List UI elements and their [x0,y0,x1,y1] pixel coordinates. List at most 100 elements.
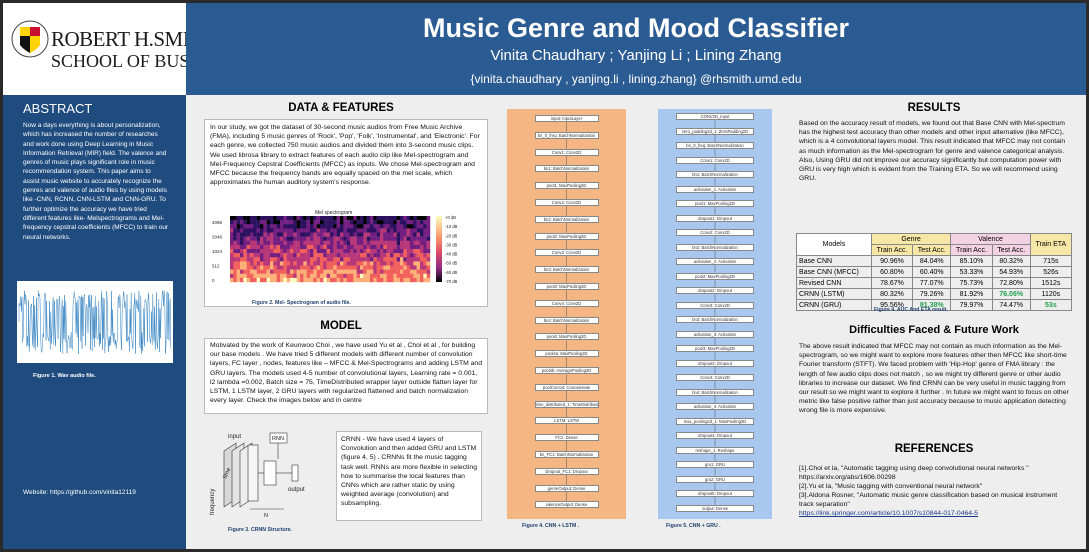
spectrogram-cell [236,261,241,266]
spectrogram-cell [250,253,254,258]
sub-valence-train: Train Acc. [950,244,993,256]
flowchart-node: bn1: BatchNormalization [534,165,599,173]
flowchart-node: CONV2D_input [676,113,754,120]
spectrogram-cell [303,249,307,254]
poster-header: Music Genre and Mood Classifier Vinita C… [186,3,1086,95]
spectrogram-cell [253,249,257,254]
spectrogram-cell [340,273,344,279]
spectrogram-cell [330,224,334,229]
spectrogram-cell [310,232,314,237]
spectrogram-cell [423,249,427,254]
flowchart-node: activation_2: Activation [676,258,754,265]
spectrogram-cell [416,236,421,241]
spectrogram-cell [383,232,387,237]
spectrogram-cell [293,273,297,279]
spectrogram-cell [243,253,247,258]
spectrogram-cell [356,249,361,254]
reference-link[interactable]: https://link.springer.com/article/10.100… [799,510,979,517]
spectrogram-cell [346,224,351,229]
spectrogram-cell [426,244,431,250]
spectrogram-cell [340,269,344,274]
figure4-caption: Figure 4. CNN + LSTM . [522,523,580,529]
spectrogram-cell [250,216,254,221]
spectrogram-cell [323,240,327,246]
spectrogram-cell [333,273,337,279]
spectrogram-cell [420,240,424,246]
spectrogram-cell [363,216,367,221]
spectrogram-cell [340,228,344,233]
spectrogram-cell [290,240,294,246]
spectrogram-cell [333,277,337,283]
diagram-frequency-label: frequency [210,489,216,515]
spectrogram-cell [300,240,304,246]
spectrogram-cell [410,244,414,250]
spectrogram-cell [343,216,347,221]
spectrogram-cell [270,216,274,221]
spectrogram-cell [250,228,254,233]
spectrogram-cell [283,228,287,233]
spectrogram-cell [383,244,387,250]
spectrogram-cell [256,240,261,246]
spectrogram-cell [336,240,341,246]
spectrogram-cell [243,220,247,225]
spectrogram-cell [360,277,364,283]
spectrogram-cell [246,253,251,258]
spectrogram-cell [353,265,357,270]
spectrogram-cell [420,216,424,221]
spectrogram-cell [276,220,281,225]
spectrogram-cell [390,277,394,283]
spectrogram-cell [420,249,424,254]
spectrogram-cell [266,220,271,225]
results-title: RESULTS [907,102,961,114]
spectrogram-cell [333,257,337,262]
cnn-gru-flowchart: CONV2D_input zero_padding2d_1: ZeroPaddin… [658,109,772,519]
spectrogram-cell [310,261,314,266]
spectrogram-cell [310,224,314,229]
spectrogram-cell [380,224,384,229]
spectrogram-cell [423,257,427,262]
spectrogram-cell [306,224,311,229]
spectrogram-cell [340,277,344,283]
spectrogram-cell [303,224,307,229]
spectrogram-cell [370,220,374,225]
spectrogram-cell [426,216,431,221]
spectrogram-cell [236,216,241,221]
spectrogram-cell [343,240,347,246]
spectrogram-cell [310,249,314,254]
flowchart-node: pool4a: MaxPooling2D [534,350,599,358]
flowchart-node: Conv2: Conv2D [676,229,754,236]
sub-genre-train: Train Acc. [870,244,914,256]
spectrogram-cell [420,277,424,283]
spectrogram-cell [416,244,421,250]
spectrogram-cell [426,269,431,274]
table-cell: 1120s [1029,288,1073,300]
spectrogram-cell [306,244,311,250]
abstract-title: ABSTRACT [23,101,93,116]
spectrogram-cell [386,253,391,258]
flowchart-node: bn_FC1: BatchNormalization [534,451,599,458]
spectrogram-cell [390,261,394,266]
spectrogram-cell [300,261,304,266]
spectrogram-cell [260,232,264,237]
spectrogram-cell [290,228,294,233]
spectrogram-cell [260,220,264,225]
spectrogram-cell [313,240,317,246]
flowchart-node: LSTM: LSTM [534,417,599,425]
spectrogram-cell [353,269,357,274]
spectrogram-cell [376,220,381,225]
spectrogram-cell [266,277,271,283]
spectrogram-cell [350,253,354,258]
flowchart-node: output: Dense [676,504,754,512]
spectrogram-cell [360,265,364,270]
spectrogram-cell [230,249,234,254]
website-link[interactable]: Website: https://github.com/vinita12119 [23,489,136,496]
spectrogram-cell [310,269,314,274]
spectrogram-cell [380,244,384,250]
spectrogram-cell [276,249,281,254]
spectrogram-cell [330,269,334,274]
spectrogram-cell [403,265,407,270]
spectrogram-cell [360,228,364,233]
spectrogram-cell [306,269,311,274]
spectrogram-cell [336,220,341,225]
spectrogram-cell [310,273,314,279]
